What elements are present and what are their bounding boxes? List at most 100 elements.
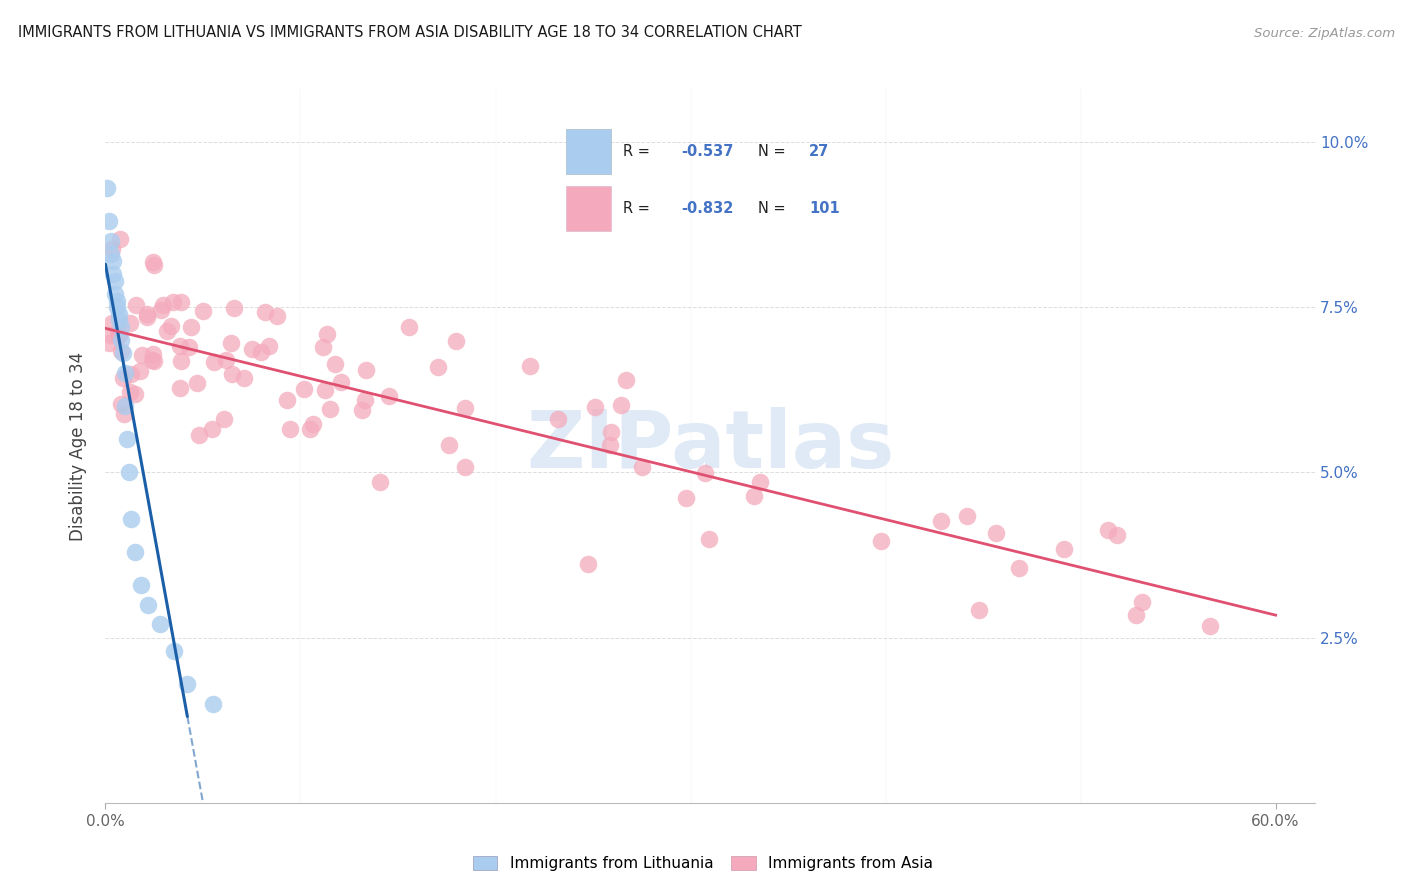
Point	[104, 287, 127, 301]
Point	[169, 381, 191, 395]
Point	[219, 335, 242, 350]
Point	[118, 384, 141, 399]
Point	[224, 301, 246, 315]
Point	[240, 342, 263, 356]
Point	[159, 318, 181, 333]
Point	[695, 466, 717, 480]
Point	[610, 398, 633, 412]
Point	[104, 274, 127, 288]
Text: Source: ZipAtlas.com: Source: ZipAtlas.com	[1254, 27, 1395, 40]
Point	[215, 352, 238, 367]
Point	[150, 302, 173, 317]
Point	[110, 397, 132, 411]
Point	[100, 328, 122, 343]
Point	[101, 242, 124, 256]
Point	[301, 417, 323, 432]
Point	[233, 371, 256, 385]
Point	[108, 307, 131, 321]
Point	[162, 295, 184, 310]
Point	[135, 306, 157, 320]
Point	[111, 346, 134, 360]
Point	[125, 298, 148, 312]
Point	[354, 363, 377, 377]
Point	[212, 412, 235, 426]
Point	[111, 371, 134, 385]
Point	[176, 677, 198, 691]
Point	[170, 354, 193, 368]
Point	[1052, 541, 1074, 556]
Point	[114, 400, 136, 414]
Point	[398, 319, 420, 334]
Point	[253, 305, 276, 319]
Point	[437, 438, 460, 452]
Point	[107, 327, 129, 342]
Point	[631, 460, 654, 475]
Point	[956, 508, 979, 523]
Point	[869, 533, 891, 548]
Point	[249, 345, 271, 359]
Point	[368, 475, 391, 490]
Point	[986, 526, 1008, 541]
Point	[103, 267, 125, 281]
Point	[298, 422, 321, 436]
Point	[547, 412, 569, 426]
Point	[100, 234, 122, 248]
Point	[149, 617, 172, 632]
Point	[136, 310, 159, 324]
Point	[129, 578, 152, 592]
Point	[118, 317, 141, 331]
Point	[583, 400, 606, 414]
Text: ZIPatlas: ZIPatlas	[526, 407, 894, 485]
Point	[350, 402, 373, 417]
Point	[163, 644, 186, 658]
Point	[108, 327, 131, 342]
Point	[316, 326, 339, 341]
Point	[177, 340, 200, 354]
Point	[142, 255, 165, 269]
Point	[323, 357, 346, 371]
Point	[115, 433, 138, 447]
Point	[292, 382, 315, 396]
Point	[101, 316, 124, 330]
Point	[129, 364, 152, 378]
Point	[599, 438, 621, 452]
Point	[576, 557, 599, 571]
Point	[110, 320, 132, 334]
Point	[444, 334, 467, 348]
Point	[1130, 595, 1153, 609]
Point	[108, 313, 131, 327]
Point	[105, 300, 128, 314]
Point	[142, 258, 165, 272]
Point	[180, 319, 202, 334]
Point	[142, 347, 165, 361]
Point	[100, 247, 122, 261]
Text: IMMIGRANTS FROM LITHUANIA VS IMMIGRANTS FROM ASIA DISABILITY AGE 18 TO 34 CORREL: IMMIGRANTS FROM LITHUANIA VS IMMIGRANTS …	[18, 25, 801, 40]
Point	[110, 343, 132, 358]
Point	[697, 533, 720, 547]
Y-axis label: Disability Age 18 to 34: Disability Age 18 to 34	[69, 351, 87, 541]
Point	[614, 373, 637, 387]
Point	[454, 460, 477, 475]
Point	[312, 341, 335, 355]
Point	[96, 181, 118, 195]
Point	[276, 392, 298, 407]
Point	[187, 427, 209, 442]
Point	[969, 603, 991, 617]
Point	[314, 384, 336, 398]
Point	[1125, 607, 1147, 622]
Point	[169, 339, 191, 353]
Point	[110, 333, 132, 347]
Point	[186, 376, 208, 390]
Point	[454, 401, 477, 415]
Point	[112, 407, 135, 421]
Point	[124, 387, 146, 401]
Point	[1107, 528, 1129, 542]
Legend: Immigrants from Lithuania, Immigrants from Asia: Immigrants from Lithuania, Immigrants fr…	[467, 849, 939, 877]
Point	[131, 348, 153, 362]
Point	[201, 697, 224, 711]
Point	[141, 353, 163, 368]
Point	[120, 511, 142, 525]
Point	[170, 294, 193, 309]
Point	[142, 353, 165, 368]
Point	[354, 393, 377, 408]
